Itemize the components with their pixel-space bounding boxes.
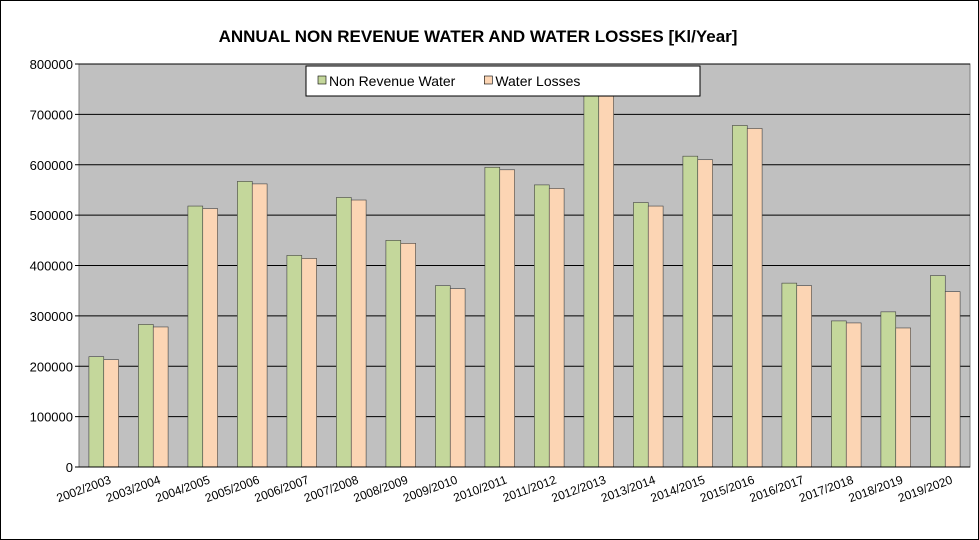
bar <box>845 322 862 468</box>
y-tick-label: 0 <box>66 460 73 475</box>
bar <box>202 208 218 468</box>
bar <box>237 181 253 468</box>
y-tick-label: 200000 <box>30 359 73 374</box>
bar <box>548 188 565 468</box>
bar <box>930 275 946 468</box>
bar <box>697 159 713 468</box>
bar <box>781 282 798 468</box>
bar <box>880 311 897 468</box>
bar <box>286 255 303 468</box>
y-tick-label: 600000 <box>30 158 73 173</box>
legend-box <box>305 65 701 97</box>
legend-swatch <box>317 75 327 85</box>
legend-swatch <box>484 75 493 85</box>
legend-label: Non Revenue Water <box>329 73 456 89</box>
bar <box>152 326 169 468</box>
bar <box>499 169 515 468</box>
y-tick-label: 700000 <box>30 107 73 122</box>
bar <box>895 327 911 468</box>
bar <box>350 199 367 468</box>
y-tick-label: 800000 <box>30 57 73 72</box>
bar <box>796 285 812 468</box>
bar <box>251 183 268 468</box>
bar <box>138 324 154 468</box>
bar <box>682 155 699 468</box>
bar <box>732 125 748 468</box>
bar <box>598 95 614 468</box>
bar <box>647 205 664 468</box>
y-tick-label: 500000 <box>30 208 73 223</box>
bar <box>301 258 317 468</box>
bar <box>831 320 847 468</box>
bar <box>88 356 105 468</box>
bar <box>385 240 402 468</box>
bar <box>944 291 961 468</box>
bar <box>400 243 416 468</box>
legend-label: Water Losses <box>495 73 580 89</box>
bar <box>435 285 451 468</box>
bar <box>187 205 204 468</box>
bar <box>449 288 466 468</box>
bar <box>583 92 600 468</box>
bar <box>534 184 550 468</box>
bar <box>484 166 501 468</box>
y-tick-label: 100000 <box>30 410 73 425</box>
y-tick-label: 300000 <box>30 309 73 324</box>
bar <box>103 359 119 468</box>
bar <box>746 128 763 468</box>
y-tick-label: 400000 <box>30 259 73 274</box>
chart-title: ANNUAL NON REVENUE WATER AND WATER LOSSE… <box>219 27 738 46</box>
bar <box>336 197 352 468</box>
bar <box>633 202 649 468</box>
